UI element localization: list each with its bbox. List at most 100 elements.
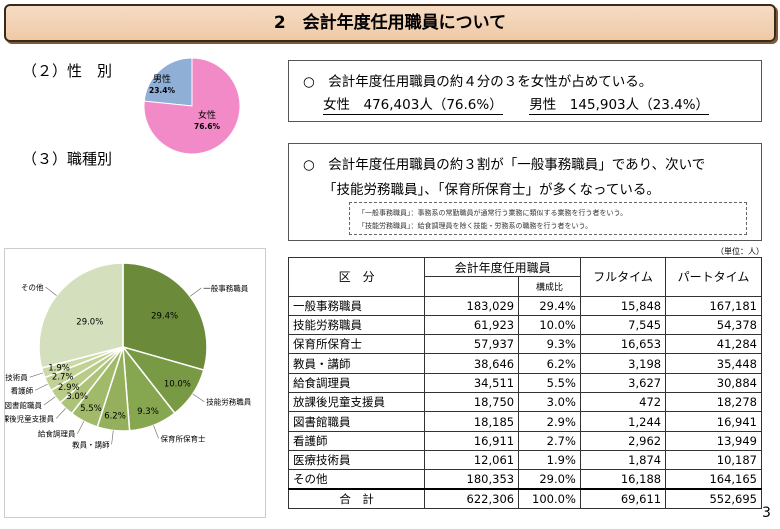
job-percent-1: 10.0% [164,380,191,390]
cell-parttime: 41,284 [665,334,762,355]
cell-total: 18,185 [424,411,520,432]
cell-parttime: 54,378 [665,314,762,336]
cell-name: 給食調理員 [287,372,426,394]
cell-ratio: 6.2% [518,353,581,374]
job-leader-9 [45,286,57,296]
cell-ratio: 3.0% [518,392,581,413]
cell-ratio: 29.0% [518,469,581,490]
job-leader-7 [34,383,48,391]
job-leader-3 [111,430,114,445]
gender-label-1: 女性 [198,109,216,121]
job-leader-8 [29,372,44,378]
table-row: 看護師 16,911 2.7% 2,962 13,949 [287,430,762,451]
job-percent-4: 5.5% [80,404,102,414]
job-label-4: 給食調理員 [38,429,76,439]
cell-ratio: 2.7% [518,430,581,451]
cell-parttime: 164,165 [665,469,762,490]
unit-label: （単位：人） [716,247,764,256]
gender-slice-1 [143,57,241,155]
cell-fulltime: 2,962 [579,430,667,451]
header-total-blank [424,276,520,297]
job-percent-3: 6.2% [104,411,126,421]
cell-parttime: 30,884 [665,372,762,394]
cell-name: 図書館職員 [287,411,426,432]
cell-ratio: 9.3% [518,334,581,355]
cell-ratio: 100.0% [518,488,581,509]
gender-summary-box: ○ 会計年度任用職員の約４分の３を女性が占めている。 女性 476,403人（7… [288,60,762,122]
cell-name: 放課後児童支援員 [287,392,426,413]
gender-percent-0: 23.4% [149,86,176,95]
cell-parttime: 552,695 [665,488,762,509]
cell-total: 34,511 [424,372,520,394]
cell-fulltime: 69,611 [579,488,667,509]
cell-parttime: 18,278 [665,392,762,413]
table-row: 放課後児童支援員 18,750 3.0% 472 18,278 [287,392,762,413]
job-percent-0: 29.4% [151,312,178,322]
job-label-1: 技能労務職員 [206,397,251,407]
gender-label-0: 男性 [153,73,171,85]
job-label-2: 保育所保育士 [161,433,206,443]
job-percent-2: 9.3% [137,407,159,417]
note-skilled-labor: 「技能労務職員」：給食調理員を除く技能・労務系の職務を行う者をいう。 [358,222,593,230]
gender-percent-1: 76.6% [194,122,221,131]
page-title: 2 会計年度任用職員について [4,4,776,42]
job-leader-6 [43,396,56,406]
cell-fulltime: 7,545 [579,314,667,336]
cell-name: その他 [287,469,426,490]
cell-parttime: 167,181 [665,295,762,316]
job-leader-2 [153,425,159,439]
cell-name: 技能労務職員 [287,314,426,336]
table-row: 医療技術員 12,061 1.9% 1,874 10,187 [287,449,762,471]
job-label-8: 医療技術員 [5,372,28,382]
job-type-table: 区 分 会計年度任用職員 フルタイム パートタイム 構成比 一般事務職員 183,… [287,256,762,509]
table-row: 保育所保育士 57,937 9.3% 16,653 41,284 [287,334,762,355]
female-count: 女性 476,403人（76.6%） [323,97,503,115]
job-chart-panel: 29.4% 10.0% 9.3% 6.2% 5.5% 3.0% 2.9% 2.7% 1.9% 29… [0,248,266,518]
cell-name: 合 計 [287,488,426,509]
cell-fulltime: 16,188 [579,469,667,490]
job-label-9: その他 [21,282,44,292]
page-number: 3 [762,505,771,521]
job-percent-8: 1.9% [48,364,70,374]
cell-parttime: 16,941 [665,411,762,432]
job-percent-5: 3.0% [66,392,88,402]
cell-total: 12,061 [424,449,520,471]
cell-total: 61,923 [424,314,520,336]
cell-ratio: 29.4% [518,295,581,316]
table-row: 一般事務職員 183,029 29.4% 15,848 167,181 [287,295,762,316]
job-summary-box: ○ 会計年度任用職員の約３割が「一般事務職員」であり、次いで 「技能労務職員」、… [288,143,762,241]
cell-total: 18,750 [424,392,520,413]
cell-parttime: 10,187 [665,449,762,471]
job-label-0: 一般事務職員 [203,283,248,293]
table-row: 図書館職員 18,185 2.9% 1,244 16,941 [287,411,762,432]
header-group: 会計年度任用職員 [424,256,581,278]
table-row: 技能労務職員 61,923 10.0% 7,545 54,378 [287,314,762,336]
definition-notes: 「一般事務職員」：事務系の常勤職員が通常行う業務に類似する業務を行う者をいう。 … [349,202,747,235]
cell-name: 保育所保育士 [287,334,426,355]
cell-fulltime: 1,874 [579,449,667,471]
cell-total: 16,911 [424,430,520,451]
cell-name: 一般事務職員 [287,295,426,316]
male-count: 男性 145,903人（23.4%） [529,97,710,115]
job-percent-6: 2.9% [58,383,80,393]
table-total-row: 合 計 622,306 100.0% 69,611 552,695 [287,488,762,509]
job-leader-0 [189,287,202,297]
job-percent-9: 29.0% [76,317,103,327]
cell-total: 38,646 [424,353,520,374]
table-row: 給食調理員 34,511 5.5% 3,627 30,884 [287,372,762,394]
table-row: 教員・講師 38,646 6.2% 3,198 35,448 [287,353,762,374]
gender-figures: 女性 476,403人（76.6%） 男性 145,903人（23.4%） [323,93,710,115]
section-job-heading: （３）職種別 [22,150,113,168]
job-label-5: 放課後児童支援員 [5,414,55,424]
job-percent-7: 2.7% [52,373,74,383]
cell-total: 622,306 [424,488,520,509]
job-label-3: 教員・講師 [72,439,110,449]
job-pie-chart: 29.4% 10.0% 9.3% 6.2%5.5% 3.0%2.9%2.7%1.9% 29… [0,262,252,449]
section-gender-heading: （２）性 別 [22,62,113,80]
note-general-office: 「一般事務職員」：事務系の常勤職員が通常行う業務に類似する業務を行う者をいう。 [358,209,628,217]
job-leader-1 [192,393,205,402]
cell-total: 57,937 [424,334,520,355]
job-summary-line1: ○ 会計年度任用職員の約３割が「一般事務職員」であり、次いで [303,157,706,173]
cell-fulltime: 15,848 [579,295,667,316]
